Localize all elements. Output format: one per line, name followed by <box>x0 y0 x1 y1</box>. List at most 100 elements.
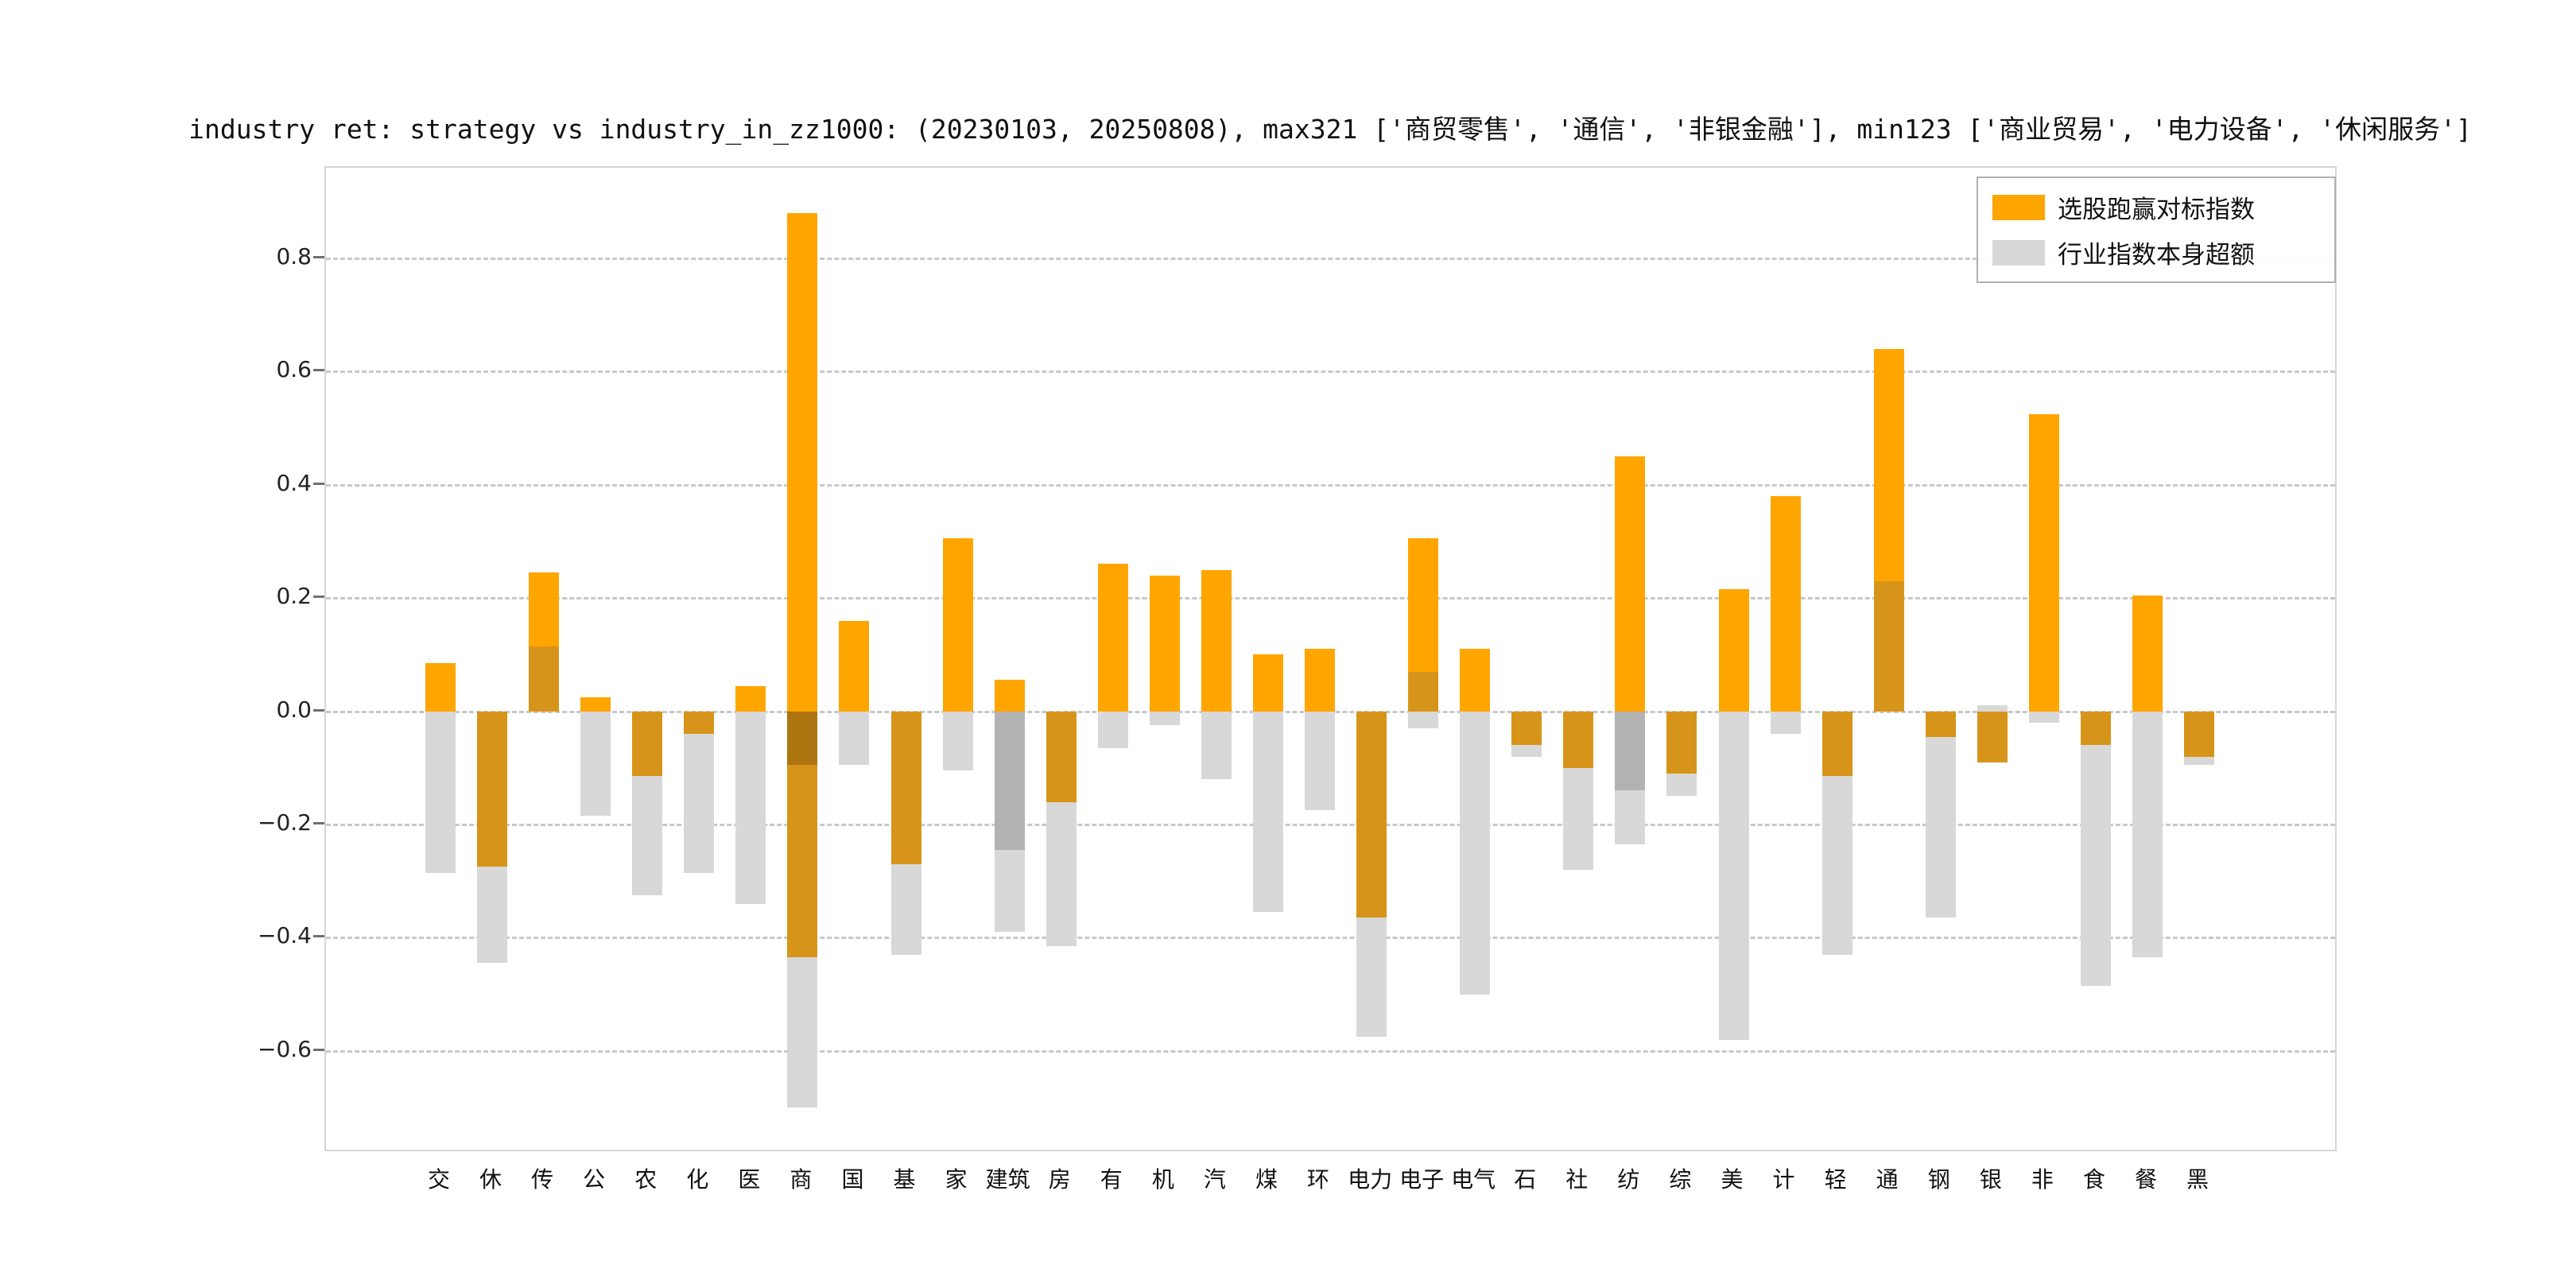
bar-segment-gray <box>1149 711 1180 726</box>
bar-segment-gray <box>580 711 611 817</box>
x-tick-label: 休 <box>479 1166 502 1193</box>
bar-segment-orange-gray-overlap <box>1408 671 1439 712</box>
x-tick-label: 纺 <box>1617 1166 1640 1193</box>
bar-segment-orange-gray-overlap <box>1925 711 1956 737</box>
y-tick-label: 0.2 <box>276 583 312 610</box>
bar-segment-orange <box>580 696 611 712</box>
x-tick-label: 煤 <box>1255 1166 1278 1193</box>
x-tick-label: 房 <box>1048 1166 1071 1193</box>
bar-segment-orange <box>942 538 973 712</box>
legend-label: 行业指数本身超额 <box>2058 241 2255 270</box>
x-tick-label: 社 <box>1565 1166 1589 1193</box>
x-tick-label: 交 <box>427 1166 450 1193</box>
legend-item: 行业指数本身超额 <box>1992 235 2320 270</box>
x-tick-label: 商 <box>789 1166 813 1193</box>
bar-segment-gray <box>1925 711 1956 918</box>
legend-swatch-gray <box>1992 239 2045 266</box>
bar-segment-gray <box>1252 711 1283 913</box>
bar-segment-gray <box>839 711 870 766</box>
y-tick-mark <box>313 822 324 824</box>
legend-swatch-orange <box>1992 194 2045 220</box>
chart-title: industry ret: strategy vs industry_in_zz… <box>188 114 2472 145</box>
y-tick-mark <box>313 369 324 372</box>
bar-segment-orange <box>1305 649 1336 712</box>
bar-segment-orange-gray-overlap <box>890 711 921 864</box>
legend-item: 选股跑赢对标指数 <box>1992 189 2320 225</box>
bar-segment-gray <box>2028 711 2059 723</box>
bar-segment-gray-overlap <box>1615 711 1646 791</box>
gridline <box>326 597 2335 600</box>
legend: 选股跑赢对标指数 行业指数本身超额 <box>1977 177 2336 283</box>
bar-segment-orange <box>1770 496 1801 712</box>
bar-segment-orange-gray-overlap <box>1873 580 1904 712</box>
bar-segment-orange-gray-overlap <box>1563 711 1594 768</box>
x-tick-label: 电力 <box>1348 1166 1393 1193</box>
bar-segment-gray <box>1977 705 2008 712</box>
bar-segment-gray <box>425 711 456 873</box>
bar-segment-gray <box>735 711 766 904</box>
bar-segment-orange <box>1460 649 1491 712</box>
x-tick-label: 石 <box>1514 1166 1537 1193</box>
x-tick-label: 电气 <box>1451 1166 1496 1193</box>
x-tick-label: 农 <box>634 1166 658 1193</box>
x-tick-label: 家 <box>945 1166 968 1193</box>
x-tick-label: 通 <box>1876 1166 1899 1193</box>
gridline <box>326 937 2335 940</box>
y-tick-label: 0.8 <box>276 242 312 270</box>
x-tick-label: 食 <box>2082 1166 2105 1193</box>
bar-segment-gray <box>2132 711 2163 958</box>
x-tick-label: 国 <box>841 1166 864 1193</box>
y-tick-mark <box>313 482 324 485</box>
bar-segment-gray <box>684 711 715 873</box>
bar-segment-orange-gray-overlap <box>1666 711 1697 774</box>
x-tick-label: 综 <box>1669 1166 1692 1193</box>
x-tick-label: 公 <box>583 1166 606 1193</box>
bar-segment-orange <box>1097 564 1128 712</box>
bar-segment-orange-gray-overlap <box>1821 711 1852 777</box>
gridline <box>326 824 2335 826</box>
gridline <box>326 483 2335 487</box>
y-tick-label: 0.6 <box>276 356 312 383</box>
bar-segment-gray <box>1408 711 1439 728</box>
y-tick-label: 0.0 <box>276 696 312 723</box>
x-tick-label: 餐 <box>2134 1166 2157 1193</box>
y-tick-label: −0.2 <box>258 809 312 836</box>
x-tick-label: 基 <box>893 1166 916 1193</box>
bar-segment-orange <box>787 212 818 712</box>
bar-segment-orange <box>2132 595 2163 712</box>
y-tick-mark <box>313 935 324 938</box>
y-tick-mark <box>313 596 324 599</box>
bar-segment-gray-overlap <box>994 711 1025 851</box>
bar-segment-orange-gray-overlap <box>1511 711 1542 746</box>
x-tick-label: 传 <box>531 1166 554 1193</box>
bar-segment-orange <box>839 620 870 712</box>
bar-segment-orange <box>425 663 456 712</box>
bar-segment-orange-gray-overlap <box>632 711 663 777</box>
x-tick-label: 钢 <box>1927 1166 1950 1193</box>
gridline <box>326 257 2335 260</box>
x-tick-label: 有 <box>1100 1166 1123 1193</box>
x-tick-label: 环 <box>1307 1166 1330 1193</box>
y-tick-mark <box>313 708 324 712</box>
x-tick-label: 轻 <box>1824 1166 1847 1193</box>
bar-segment-orange-gray-overlap <box>2184 711 2215 757</box>
bar-segment-orange-gray-overlap <box>529 646 560 712</box>
bar-segment-gray <box>1770 711 1801 735</box>
x-tick-label: 化 <box>686 1166 709 1193</box>
bar-segment-gray <box>1097 711 1128 748</box>
bar-segment-orange <box>1718 589 1749 712</box>
bar-segment-orange-gray-overlap <box>1356 711 1387 918</box>
bar-segment-orange <box>2028 413 2059 712</box>
x-tick-label: 非 <box>2031 1166 2054 1193</box>
x-tick-label: 医 <box>738 1166 761 1193</box>
bar-segment-orange-gray-overlap <box>1046 711 1077 802</box>
bar-segment-orange <box>735 685 766 712</box>
x-tick-label: 美 <box>1721 1166 1744 1193</box>
gridline <box>326 370 2335 374</box>
legend-label: 选股跑赢对标指数 <box>2058 196 2255 224</box>
x-tick-label: 机 <box>1151 1166 1174 1193</box>
bar-segment-orange-gray-overlap <box>684 711 715 735</box>
x-tick-label: 汽 <box>1203 1166 1226 1193</box>
bar-segment-gray <box>942 711 973 771</box>
